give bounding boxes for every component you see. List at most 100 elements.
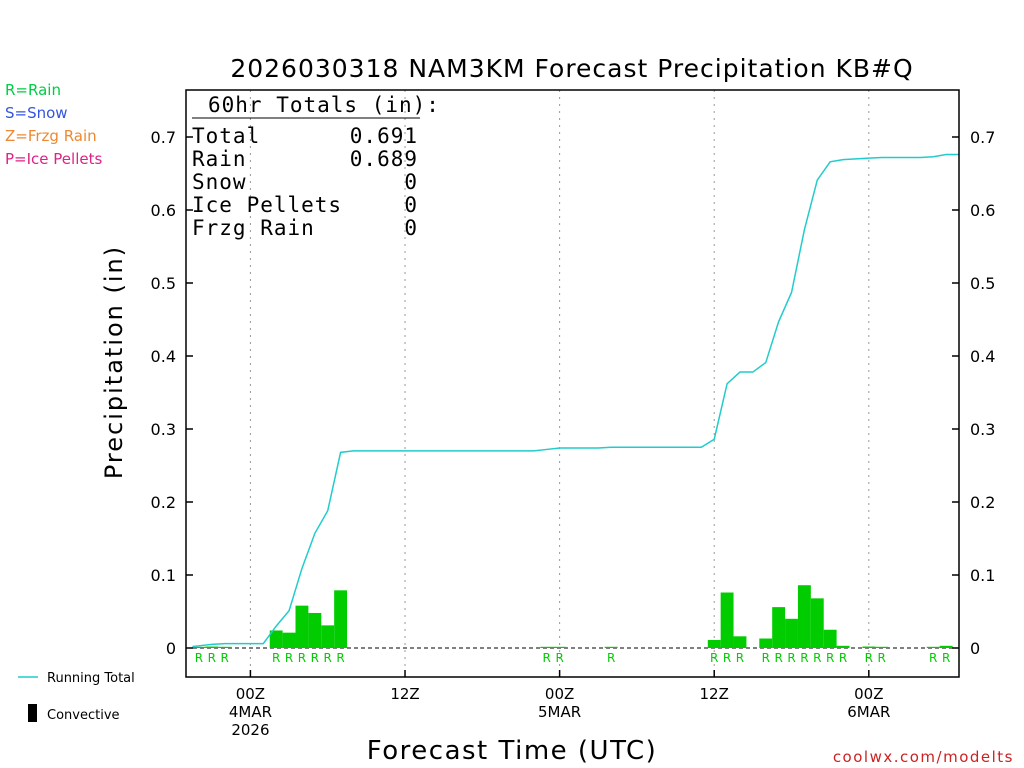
precip-bar — [862, 646, 876, 648]
type-legend-entry: S=Snow — [5, 104, 68, 122]
grid-layer — [186, 90, 959, 677]
totals-row-value: 0.691 — [350, 124, 418, 148]
totals-row-value: 0 — [404, 170, 418, 194]
precip-type-label: R — [208, 651, 216, 665]
y-axis-label: Precipitation (in) — [100, 245, 128, 479]
precip-bar — [192, 646, 206, 648]
y-tick-label-left: 0.5 — [151, 274, 176, 293]
y-tick-label-right: 0.5 — [970, 274, 995, 293]
running-total-line — [192, 153, 959, 648]
y-tick-label-left: 0.7 — [151, 128, 176, 147]
precip-bar — [205, 646, 219, 648]
totals-row-label: Ice Pellets — [192, 193, 342, 217]
precip-bar — [269, 630, 283, 648]
y-tick-label-left: 0.4 — [151, 347, 176, 366]
precip-type-label: R — [787, 651, 795, 665]
type-legend-entry: P=Ice Pellets — [5, 150, 102, 168]
y-tick-label-left: 0.3 — [151, 420, 176, 439]
precip-bar — [218, 646, 232, 648]
precip-type-label: R — [762, 651, 770, 665]
watermark: coolwx.com/modelts — [833, 748, 1014, 766]
precip-bar — [810, 598, 824, 648]
precip-type-label: R — [723, 651, 731, 665]
chart-title: 2026030318 NAM3KM Forecast Precipitation… — [230, 54, 913, 83]
x-tick-label: 4MAR — [229, 703, 272, 721]
precip-type-label: R — [865, 651, 873, 665]
precip-bar — [553, 646, 567, 648]
precip-bar — [823, 629, 837, 648]
y-tick-label-right: 0.2 — [970, 493, 995, 512]
totals-box: 60hr Totals (in): Total 0.691 Rain 0.689 Sno… — [192, 93, 440, 240]
line-layer — [192, 153, 959, 648]
precip-type-label: R — [929, 651, 937, 665]
precip-bar — [759, 638, 773, 648]
x-axis-label: Forecast Time (UTC) — [367, 736, 658, 766]
precip-bar — [797, 585, 811, 648]
precip-bar — [282, 632, 296, 648]
y-tick-label-right: 0 — [970, 639, 980, 658]
precip-bar — [707, 639, 721, 648]
precip-type-label: R — [736, 651, 744, 665]
precip-type-label: R — [336, 651, 344, 665]
precip-bar — [875, 646, 889, 648]
totals-row-label: Total — [192, 124, 260, 148]
x-tick-label: 00Z — [854, 685, 883, 703]
totals-heading: 60hr Totals (in): — [208, 93, 440, 117]
axes-layer: 0 00.1 0.10.2 0.20.3 0.30.4 0.40.5 0.50.6 0.60.… — [151, 89, 995, 739]
precip-bar — [308, 612, 322, 648]
y-tick-label-right: 0.1 — [970, 566, 995, 585]
x-tick-label: 2026 — [231, 721, 269, 739]
x-tick-label: 6MAR — [847, 703, 890, 721]
x-tick-label: 5MAR — [538, 703, 581, 721]
totals-row-value: 0.689 — [350, 147, 418, 171]
precip-type-label: R — [272, 651, 280, 665]
precip-bar — [772, 607, 786, 648]
precip-type-label: R — [543, 651, 551, 665]
x-tick-label: 00Z — [236, 685, 265, 703]
type-legend-entry: R=Rain — [5, 81, 61, 99]
precip-type-label: R — [839, 651, 847, 665]
running-total-legend-label: Running Total — [47, 671, 135, 686]
totals-row-label: Rain — [192, 147, 247, 171]
x-tick-label: 12Z — [700, 685, 729, 703]
y-tick-label-left: 0 — [166, 639, 176, 658]
type-legend-entry: Z=Frzg Rain — [5, 127, 97, 145]
y-tick-label-right: 0.4 — [970, 347, 995, 366]
precip-bar — [733, 636, 747, 648]
totals-row-value: 0 — [404, 193, 418, 217]
x-tick-label: 00Z — [545, 685, 574, 703]
totals-row-label: Snow — [192, 170, 247, 194]
x-tick-label: 12Z — [390, 685, 419, 703]
precip-type-label: R — [220, 651, 228, 665]
y-tick-label-right: 0.6 — [970, 201, 995, 220]
precip-bar — [939, 645, 953, 648]
y-tick-label-left: 0.2 — [151, 493, 176, 512]
precip-type-label: R — [878, 651, 886, 665]
precip-bar — [334, 590, 348, 648]
precip-type-label: R — [195, 651, 203, 665]
y-tick-label-left: 0.6 — [151, 201, 176, 220]
precip-bar — [295, 605, 309, 648]
precip-type-label: R — [298, 651, 306, 665]
totals-rows: Total 0.691 Rain 0.689 Snow 0 Ice Pellets 0 Frzg… — [192, 124, 418, 240]
totals-row-label: Frzg Rain — [192, 216, 315, 240]
convective-legend-label: Convective — [47, 708, 120, 723]
precip-type-label: R — [710, 651, 718, 665]
precip-bar — [720, 592, 734, 648]
y-tick-label-left: 0.1 — [151, 566, 176, 585]
precip-type-label: R — [813, 651, 821, 665]
precip-bar — [836, 645, 850, 648]
convective-legend-swatch — [28, 704, 37, 722]
precip-bar — [785, 618, 798, 648]
precip-type-label: R — [942, 651, 950, 665]
precip-type-label: R — [285, 651, 293, 665]
y-tick-label-right: 0.3 — [970, 420, 995, 439]
totals-row-value: 0 — [404, 216, 418, 240]
precip-type-label: R — [826, 651, 834, 665]
precip-type-label: R — [311, 651, 319, 665]
precip-type-label: R — [800, 651, 808, 665]
precip-bar — [321, 625, 335, 648]
series-legend: Running Total Convective — [18, 671, 135, 723]
precip-bar — [926, 646, 940, 648]
